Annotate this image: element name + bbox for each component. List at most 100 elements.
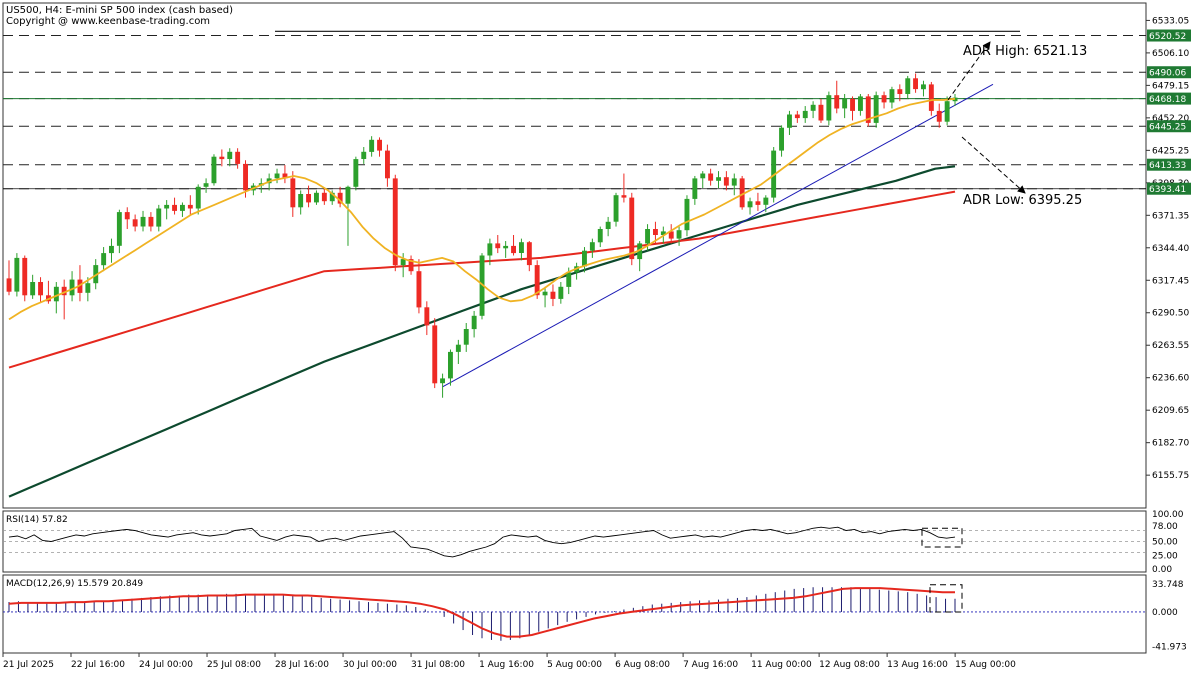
rsi-tick-label: 25.00 <box>1152 551 1178 561</box>
time-tick-label: 21 Jul 2025 <box>3 660 54 670</box>
candle-body <box>723 177 729 186</box>
rsi-title: RSI(14) 57.82 <box>6 515 68 525</box>
time-tick-label: 28 Jul 16:00 <box>275 660 329 670</box>
price-tick-label: 6452.20 <box>1152 114 1189 124</box>
candle-body <box>936 110 942 122</box>
candle <box>219 149 225 167</box>
price-tick-label: 6263.55 <box>1152 341 1189 351</box>
candle-body <box>526 242 532 266</box>
rsi-tick-label: 50.00 <box>1152 538 1178 548</box>
candle <box>676 226 682 246</box>
candle-body <box>842 98 848 109</box>
level-tag-label: 6468.18 <box>1149 95 1186 105</box>
candle-body <box>944 101 950 122</box>
candle-body <box>455 344 461 352</box>
candle-body <box>274 173 280 179</box>
candle-body <box>542 291 548 296</box>
candle-body <box>503 245 509 249</box>
rsi-tick-label: 100.00 <box>1152 510 1184 520</box>
candle <box>132 214 138 232</box>
adr-low-label: ADR Low: 6395.25 <box>963 193 1082 208</box>
candle-body <box>550 291 556 299</box>
time-tick-label: 13 Aug 16:00 <box>887 660 948 670</box>
time-tick-label: 6 Aug 08:00 <box>615 660 670 670</box>
candle-body <box>432 325 438 384</box>
rsi-highlight-box <box>921 527 963 548</box>
candle <box>810 101 816 119</box>
candle <box>463 322 469 352</box>
candle-body <box>802 110 808 119</box>
time-tick-label: 25 Jul 08:00 <box>207 660 261 670</box>
candle <box>195 184 201 215</box>
candle <box>14 253 20 297</box>
rsi-indicator: 100.00 78.00 50.00 25.00 0.00 <box>3 510 1184 575</box>
candle-body <box>30 282 36 296</box>
candle-body <box>597 229 603 243</box>
candle-body <box>22 257 28 296</box>
candle-body <box>779 127 784 151</box>
candle-body <box>676 230 682 239</box>
macd-title: MACD(12,26,9) 15.579 20.849 <box>6 579 143 589</box>
candle-body <box>739 178 745 208</box>
candle-body <box>385 150 390 179</box>
candle-body <box>794 114 800 119</box>
candle-body <box>148 216 154 227</box>
candle-body <box>124 212 130 220</box>
price-tick-label: 6290.50 <box>1152 309 1189 319</box>
level-tag <box>1147 92 1191 105</box>
candle <box>542 286 548 308</box>
price-tick-label: 6344.40 <box>1152 244 1189 254</box>
candle-body <box>660 231 666 235</box>
candle-body <box>187 204 193 209</box>
candle <box>290 171 296 217</box>
candle-body <box>440 378 445 384</box>
candle <box>913 73 918 93</box>
candle <box>873 91 879 128</box>
candle <box>345 185 351 246</box>
price-tick-label: 6425.25 <box>1152 146 1189 156</box>
candle <box>408 255 414 275</box>
level-tag <box>1147 66 1191 79</box>
candle <box>739 175 745 210</box>
candle <box>187 195 193 215</box>
candle-body <box>865 96 871 123</box>
candle <box>944 96 950 126</box>
candle-body <box>180 204 185 211</box>
candle <box>582 247 587 273</box>
candle-body <box>227 151 233 159</box>
candle-body <box>361 151 367 159</box>
candle <box>889 86 895 109</box>
candle <box>818 98 824 123</box>
rsi-tick-label: 78.00 <box>1152 522 1178 532</box>
candle <box>377 137 382 157</box>
candle <box>109 238 114 263</box>
candle <box>479 253 485 320</box>
price-tick-label: 6182.70 <box>1152 439 1189 449</box>
candle-body <box>873 95 879 123</box>
candle <box>605 216 611 237</box>
candle-body <box>321 192 327 202</box>
level-tag-label: 6393.41 <box>1149 185 1186 195</box>
candle-body <box>164 204 170 209</box>
candle-body <box>377 139 382 151</box>
candle-body <box>392 178 398 266</box>
candle-body <box>881 95 887 103</box>
candle-body <box>314 192 319 203</box>
candle-body <box>913 78 918 90</box>
candle-body <box>582 250 587 267</box>
candle-body <box>101 253 107 266</box>
candle-body <box>716 177 721 181</box>
candle-body <box>747 201 753 208</box>
macd-indicator: 33.748 0.000 -41.973 <box>3 580 1187 653</box>
candle <box>692 175 698 205</box>
candle <box>455 339 461 364</box>
adr-high-label: ADR High: 6521.13 <box>963 44 1087 59</box>
trendline <box>442 83 994 388</box>
candle <box>361 147 367 164</box>
candle-body <box>448 351 453 379</box>
candle-body <box>298 194 304 208</box>
candle-body <box>203 183 209 187</box>
candle-body <box>6 278 12 292</box>
candle <box>708 168 714 186</box>
